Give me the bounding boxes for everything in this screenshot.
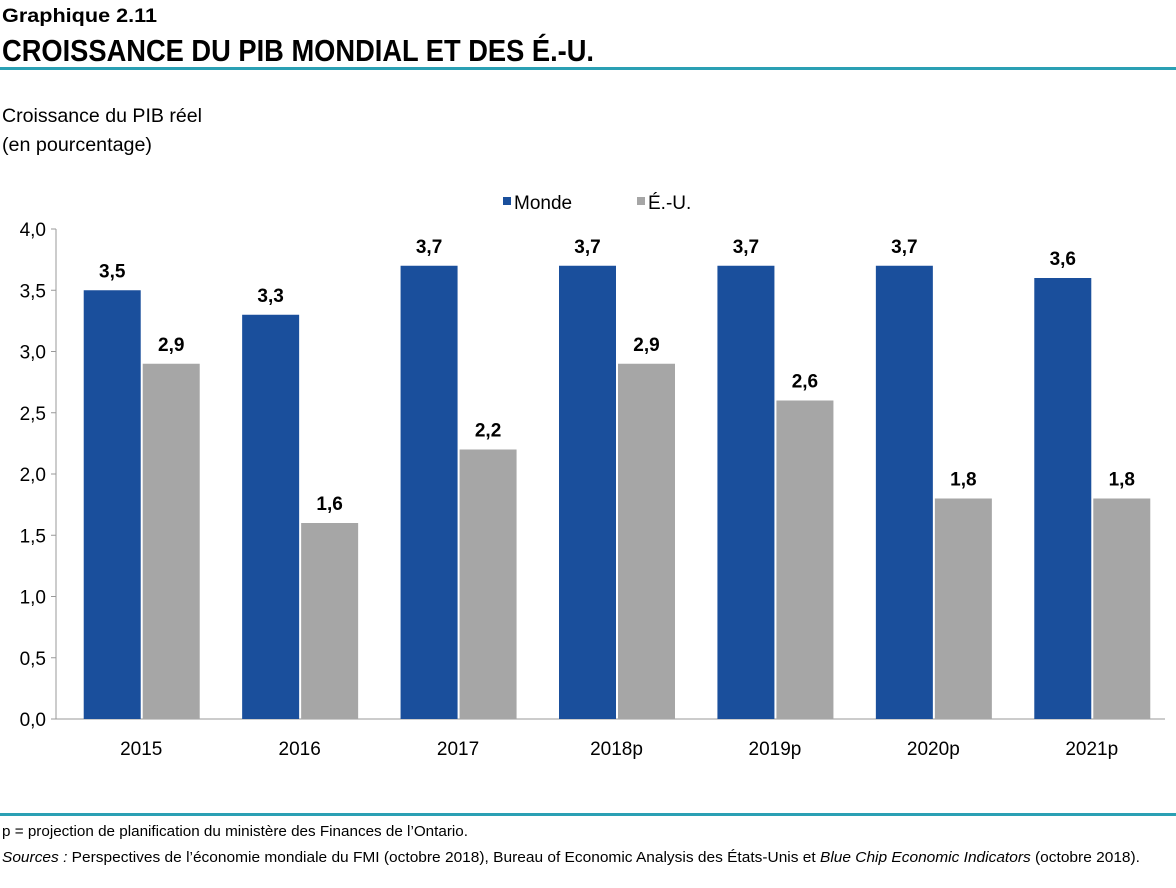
legend-swatch <box>637 197 645 205</box>
source-part: Sources : <box>2 849 67 866</box>
bar <box>934 498 992 719</box>
bar <box>717 265 775 719</box>
rule <box>0 67 1176 70</box>
bar <box>242 314 300 719</box>
y-tick-label: 3,5 <box>20 281 46 302</box>
legend-label: Monde <box>514 193 572 214</box>
rule <box>0 813 1176 816</box>
sources: Sources : Perspectives de l’économie mon… <box>2 849 1140 866</box>
bar <box>459 449 517 719</box>
source-part: Perspectives de l’économie mondiale du F… <box>67 849 820 866</box>
value-label: 3,6 <box>1050 249 1076 270</box>
value-label: 1,8 <box>1109 470 1135 491</box>
y-tick-label: 0,0 <box>20 710 46 731</box>
value-label: 3,7 <box>891 237 917 258</box>
value-label: 2,6 <box>792 372 818 393</box>
bar <box>83 290 141 719</box>
x-tick-label: 2020p <box>907 739 960 760</box>
y-tick-label: 1,5 <box>20 526 46 547</box>
kicker: Graphique 2.11 <box>2 6 157 27</box>
value-label: 3,5 <box>99 261 126 282</box>
value-label: 3,7 <box>733 237 759 258</box>
value-label: 3,3 <box>257 286 283 307</box>
x-tick-label: 2018p <box>590 739 643 760</box>
x-tick-label: 2021p <box>1065 739 1118 760</box>
x-tick-label: 2015 <box>120 739 162 760</box>
bar <box>776 400 834 719</box>
bar <box>559 265 616 719</box>
bar <box>400 265 458 719</box>
bar <box>618 363 675 719</box>
title: CROISSANCE DU PIB MONDIAL ET DES É.-U. <box>2 33 594 68</box>
y-tick-label: 2,5 <box>20 404 46 425</box>
value-label: 3,7 <box>574 237 600 258</box>
legend-swatch <box>503 197 511 205</box>
y-tick-label: 2,0 <box>20 465 46 486</box>
bar <box>1093 498 1151 719</box>
x-tick-label: 2019p <box>749 739 802 760</box>
value-label: 1,8 <box>950 470 976 491</box>
y-tick-label: 3,0 <box>20 343 46 364</box>
y-tick-label: 0,5 <box>20 649 46 670</box>
source-part: (octobre 2018). <box>1031 849 1140 866</box>
bar <box>301 523 359 719</box>
value-label: 1,6 <box>316 494 342 515</box>
bar <box>142 363 200 719</box>
y-tick-label: 1,0 <box>20 588 46 609</box>
source-part: Blue Chip Economic Indicators <box>820 849 1031 866</box>
legend-label: É.-U. <box>648 193 691 214</box>
y-label: Croissance du PIB réel <box>2 106 202 127</box>
bar <box>875 265 933 719</box>
value-label: 3,7 <box>416 237 442 258</box>
x-tick-label: 2016 <box>279 739 321 760</box>
value-label: 2,9 <box>633 335 659 356</box>
value-label: 2,9 <box>158 335 184 356</box>
y-label: (en pourcentage) <box>2 135 152 156</box>
bar <box>1034 278 1092 719</box>
y-tick-label: 4,0 <box>20 220 46 241</box>
footnote: p = projection de planification du minis… <box>2 823 468 840</box>
x-tick-label: 2017 <box>437 739 479 760</box>
value-label: 2,2 <box>475 421 501 442</box>
